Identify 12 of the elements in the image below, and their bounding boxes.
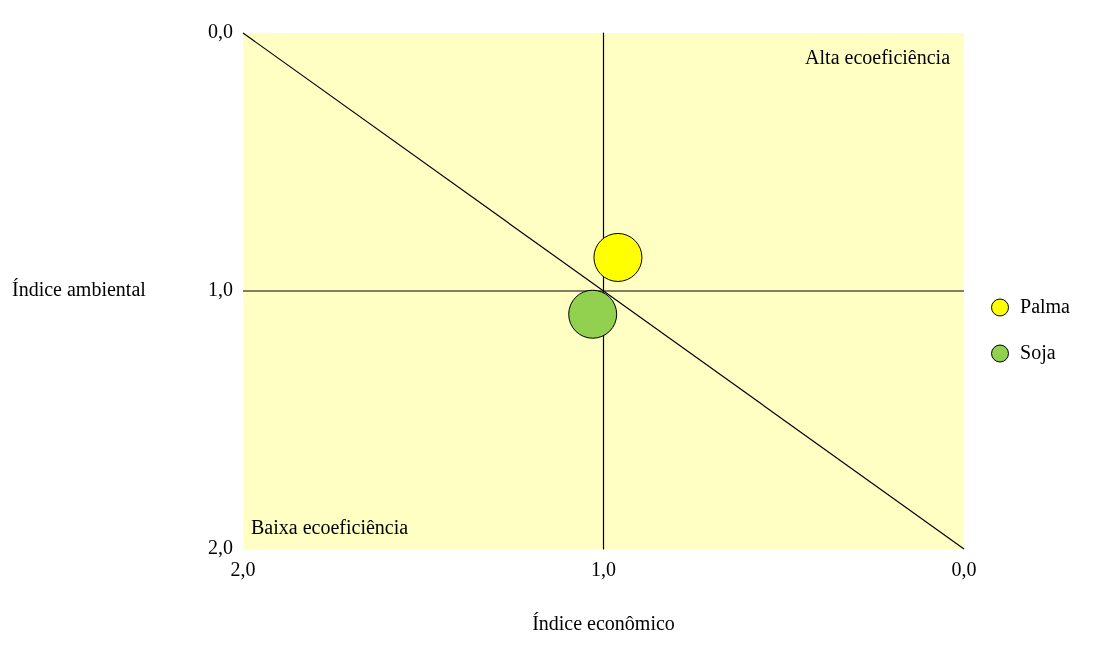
x-axis-title: Índice econômico — [532, 612, 675, 635]
y-tick-label: 0,0 — [208, 20, 233, 43]
annotation: Baixa ecoeficiência — [251, 516, 409, 539]
y-tick-label: 1,0 — [208, 278, 233, 301]
y-tick-label: 2,0 — [208, 536, 233, 559]
x-tick-label: 2,0 — [230, 558, 256, 581]
y-axis-title: Índice ambiental — [12, 278, 147, 301]
legend-label: Soja — [1020, 340, 1056, 364]
x-tick-label: 0,0 — [951, 558, 977, 581]
legend-label: Palma — [1020, 294, 1071, 317]
annotation: Alta ecoeficiência — [805, 46, 951, 69]
x-tick-label: 1,0 — [591, 558, 616, 581]
